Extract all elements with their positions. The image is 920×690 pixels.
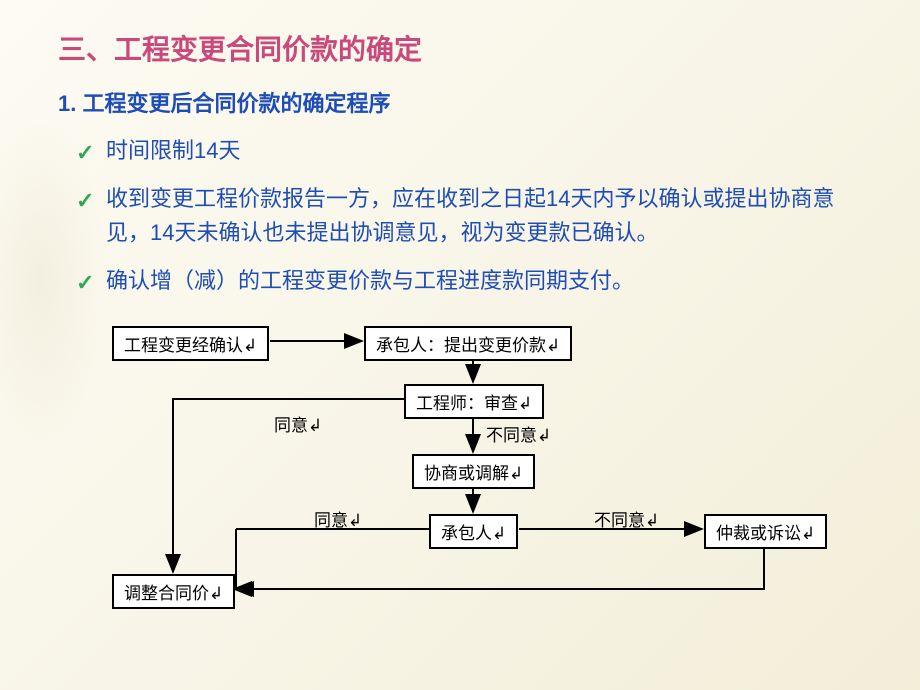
bullet-text: 时间限制14天	[106, 138, 240, 163]
bullet-item: ✓ 确认增（减）的工程变更价款与工程进度款同期支付。	[76, 264, 870, 298]
flow-node-confirm-change: 工程变更经确认↲	[112, 326, 269, 361]
flow-label-agree-2: 同意↲	[314, 506, 362, 531]
check-icon: ✓	[76, 136, 94, 170]
flow-node-arbitration: 仲裁或诉讼↲	[704, 514, 827, 549]
flow-label-disagree-2: 不同意↲	[594, 506, 659, 531]
section-title: 1. 工程变更后合同价款的确定程序	[58, 86, 870, 118]
flow-node-contractor-propose: 承包人：提出变更价款↲	[364, 326, 572, 361]
bullet-list: ✓ 时间限制14天 ✓ 收到变更工程价款报告一方，应在收到之日起14天内予以确认…	[58, 134, 870, 298]
flow-label-agree-1: 同意↲	[274, 411, 322, 436]
flow-node-contractor: 承包人↲	[429, 514, 518, 549]
flow-node-adjust-price: 调整合同价↲	[112, 574, 235, 609]
flow-label-disagree-1: 不同意↲	[486, 421, 551, 446]
flowchart: 工程变更经确认↲ 承包人：提出变更价款↲ 工程师：审查↲ 协商或调解↲ 承包人↲…	[64, 316, 864, 616]
bullet-item: ✓ 收到变更工程价款报告一方，应在收到之日起14天内予以确认或提出协商意见，14…	[76, 182, 870, 250]
bullet-item: ✓ 时间限制14天	[76, 134, 870, 168]
bullet-text: 收到变更工程价款报告一方，应在收到之日起14天内予以确认或提出协商意见，14天未…	[106, 186, 834, 245]
check-icon: ✓	[76, 266, 94, 300]
flow-node-engineer-review: 工程师：审查↲	[404, 384, 544, 419]
slide: 三、工程变更合同价款的确定 1. 工程变更后合同价款的确定程序 ✓ 时间限制14…	[0, 0, 920, 636]
bullet-text: 确认增（减）的工程变更价款与工程进度款同期支付。	[106, 268, 634, 293]
flow-node-negotiate: 协商或调解↲	[412, 454, 535, 489]
main-title: 三、工程变更合同价款的确定	[58, 28, 870, 68]
check-icon: ✓	[76, 184, 94, 218]
